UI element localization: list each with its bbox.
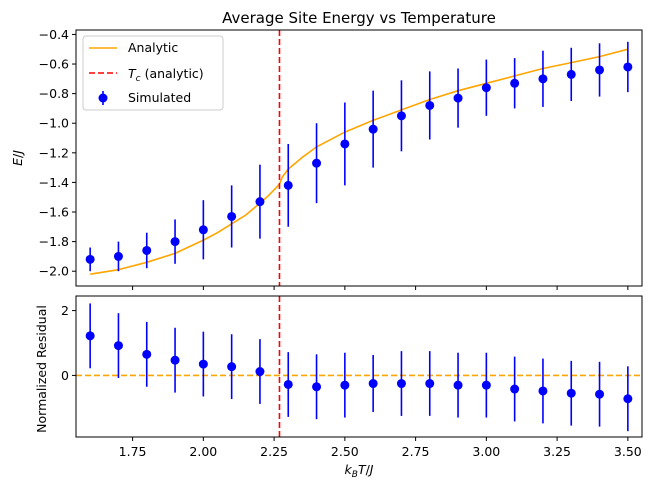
residual-point [510,384,520,394]
simulated-point [312,158,322,168]
simulated-point [623,62,633,72]
simulated-point [113,251,123,261]
top-y-tick-label: −1.8 [39,234,69,249]
bottom-x-tick-label: 2.00 [189,444,217,459]
top-y-tick-label: −0.8 [39,86,69,101]
residual-point [227,362,237,372]
simulated-point [170,237,180,247]
top-panel: −2.0 −1.8 −1.6 −1.4 −1.2 −1.0 −0.8 −0.6 −0.4 [39,27,633,290]
bottom-x-tick-label: 2.50 [331,444,359,459]
legend-tc-label: Tc (analytic) [128,66,204,84]
simulated-point [566,69,576,79]
simulated-point [227,211,237,221]
legend-analytic-label: Analytic [128,40,178,55]
bottom-x-tick-label: 1.75 [119,444,147,459]
simulated-point [396,111,406,121]
residual-point [312,382,322,392]
simulated-point [283,180,293,190]
simulated-point [595,65,605,75]
bottom-panel: 0 2 1.75 2.00 2.25 2.50 2.75 3.00 3.25 3.50 [61,296,642,459]
simulated-point [510,78,520,88]
residual-point [198,359,208,369]
legend-simulated-marker [98,93,108,103]
bottom-x-tick-label: 3.25 [543,444,571,459]
residual-point [453,380,463,390]
simulated-point [198,225,208,235]
bottom-x-tick-label: 2.75 [402,444,430,459]
simulated-point [142,245,152,255]
legend-simulated-label: Simulated [128,90,191,105]
top-y-axis-label: E/J [10,150,25,166]
x-axis-label: kBT/J [345,462,374,480]
simulated-point [453,93,463,103]
simulated-point [481,83,491,93]
top-y-tick-label: −2.0 [39,264,69,279]
simulated-point [368,124,378,134]
residual-point [538,386,548,396]
residual-point [170,355,180,365]
residual-point [85,331,95,341]
residual-point [623,394,633,404]
bottom-x-tick-label: 2.25 [260,444,288,459]
residual-point [113,341,123,351]
residual-point [368,379,378,389]
top-y-tick-label: −1.0 [39,116,69,131]
simulated-point [538,74,548,84]
simulated-point [425,100,435,110]
legend: Analytic Tc (analytic) Simulated [82,35,224,111]
top-chart-title: Average Site Energy vs Temperature [222,9,496,27]
top-plot-frame [75,29,643,287]
residual-point [566,388,576,398]
simulated-point [340,139,350,149]
top-y-tick-label: −0.4 [39,27,69,42]
bottom-x-tick-label: 3.50 [614,444,642,459]
residual-point [340,380,350,390]
bottom-y-tick-label: 2 [61,303,69,318]
legend-box [82,35,224,111]
residual-point [255,367,265,377]
bottom-y-axis-label: Normalized Residual [34,305,49,433]
top-y-tick-label: −1.4 [39,175,69,190]
residual-point [142,349,152,359]
simulated-point [255,197,265,207]
bottom-x-tick-label: 3.00 [472,444,500,459]
simulated-point [85,254,95,264]
bottom-y-tick-label: 0 [61,368,69,383]
top-y-tick-label: −1.2 [39,145,69,160]
top-y-tick-label: −0.6 [39,57,69,72]
residual-point [595,389,605,399]
residual-point [283,379,293,389]
top-y-tick-label: −1.6 [39,205,69,220]
residual-point [396,379,406,389]
residual-point [481,380,491,390]
bottom-plot-frame [75,295,643,438]
residual-point [425,379,435,389]
